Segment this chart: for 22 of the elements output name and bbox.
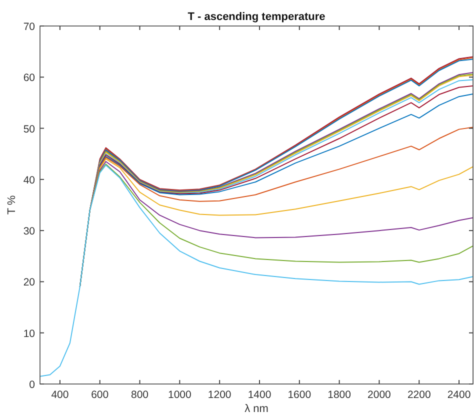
x-tick-label: 600 (91, 389, 109, 401)
y-tick-label: 20 (23, 276, 36, 289)
x-axis-title: λ nm (244, 403, 268, 415)
chart-title: T - ascending temperature (188, 11, 326, 23)
x-tick-label: 1800 (328, 389, 352, 401)
x-tick-label: 400 (51, 389, 69, 401)
y-tick-label: 40 (23, 174, 36, 186)
y-tick-label: 30 (23, 226, 36, 238)
x-tick-label: 2400 (447, 389, 471, 401)
y-axis-title: T % (6, 195, 18, 215)
y-tick-label: 70 (23, 21, 36, 33)
y-tick-label: 10 (23, 328, 36, 340)
x-tick-label: 2000 (368, 389, 392, 401)
y-tick-label: 60 (23, 72, 36, 84)
y-tick-label: 50 (23, 123, 36, 136)
x-tick-label: 2200 (407, 389, 431, 401)
x-tick-label: 1600 (288, 389, 312, 401)
x-tick-label: 800 (131, 389, 149, 401)
y-tick-label: 0 (29, 379, 36, 391)
x-tick-label: 1200 (208, 389, 232, 401)
x-tick-label: 1400 (248, 389, 272, 401)
x-tick-label: 1000 (168, 389, 192, 401)
